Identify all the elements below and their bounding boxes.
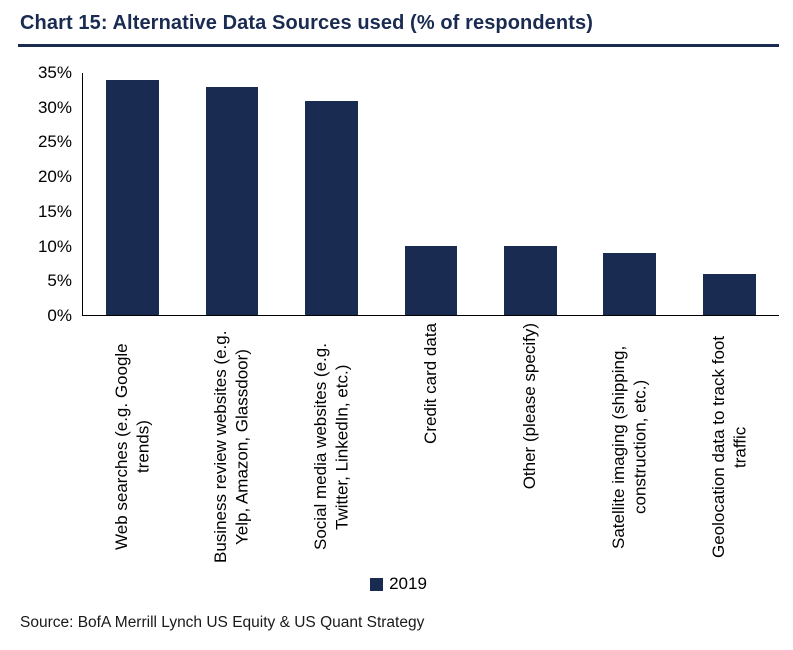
x-label-column: Other (please specify) xyxy=(480,316,580,572)
chart-header: Chart 15: Alternative Data Sources used … xyxy=(18,12,779,47)
x-label-column: Web searches (e.g. Google trends) xyxy=(82,316,182,572)
y-tick-label: 5% xyxy=(47,271,72,291)
page-title: Chart 15: Alternative Data Sources used … xyxy=(20,12,593,34)
x-label-column: Credit card data xyxy=(381,316,481,572)
x-label-column: Geolocation data to track foot traffic xyxy=(679,316,779,572)
bar xyxy=(702,273,756,315)
title-rule xyxy=(18,44,779,47)
bar xyxy=(504,245,557,315)
x-axis-labels: Web searches (e.g. Google trends) Busines… xyxy=(82,316,779,572)
plot-row: 35% 30% 25% 20% 15% 10% 5% 0% xyxy=(18,63,779,325)
bar xyxy=(603,252,657,315)
bar-column xyxy=(282,73,381,315)
chart-footer: Source: BofA Merrill Lynch US Equity & U… xyxy=(18,614,779,632)
bar-column xyxy=(580,73,679,315)
x-axis-label: Social media websites (e.g. Twitter, Lin… xyxy=(310,343,351,551)
bar-column xyxy=(83,73,182,315)
y-tick-label: 25% xyxy=(37,132,72,152)
x-axis-label: Web searches (e.g. Google trends) xyxy=(111,343,152,551)
x-axis-label: Geolocation data to track foot traffic xyxy=(709,335,750,559)
source-note: Source: BofA Merrill Lynch US Equity & U… xyxy=(20,614,425,631)
x-label-column: Business review websites (e.g. Yelp, Ama… xyxy=(182,316,282,572)
bar-column xyxy=(381,73,480,315)
plot-area xyxy=(82,73,779,316)
y-tick-label: 30% xyxy=(37,97,72,117)
bar xyxy=(106,79,160,315)
page: Chart 15: Alternative Data Sources used … xyxy=(18,12,779,632)
bar-chart: 35% 30% 25% 20% 15% 10% 5% 0% Web searches (e.g… xyxy=(18,63,779,594)
y-tick-label: 10% xyxy=(37,236,72,256)
x-axis-labels-row: Web searches (e.g. Google trends) Busines… xyxy=(18,316,779,572)
bar-column xyxy=(182,73,281,315)
y-tick-label: 0% xyxy=(47,306,72,325)
y-tick-label: 35% xyxy=(37,63,72,82)
legend-swatch-icon xyxy=(370,577,384,591)
x-axis-spacer xyxy=(18,316,82,572)
bar-column xyxy=(481,73,580,315)
x-label-column: Social media websites (e.g. Twitter, Lin… xyxy=(281,316,381,572)
y-axis: 35% 30% 25% 20% 15% 10% 5% 0% xyxy=(18,63,82,325)
x-axis-label: Other (please specify) xyxy=(520,323,540,490)
bar xyxy=(404,245,458,315)
bar xyxy=(305,100,358,315)
y-tick-label: 15% xyxy=(37,201,72,221)
legend: 2019 xyxy=(18,574,779,594)
x-axis-label: Business review websites (e.g. Yelp, Ama… xyxy=(211,330,252,564)
x-axis-label: Satellite imaging (shipping, constructio… xyxy=(609,345,650,549)
x-axis-label: Credit card data xyxy=(420,323,440,444)
x-label-column: Satellite imaging (shipping, constructio… xyxy=(580,316,680,572)
bar xyxy=(205,86,259,315)
legend-label: 2019 xyxy=(389,574,427,593)
bar-column xyxy=(680,73,779,315)
y-tick-label: 20% xyxy=(37,167,72,187)
